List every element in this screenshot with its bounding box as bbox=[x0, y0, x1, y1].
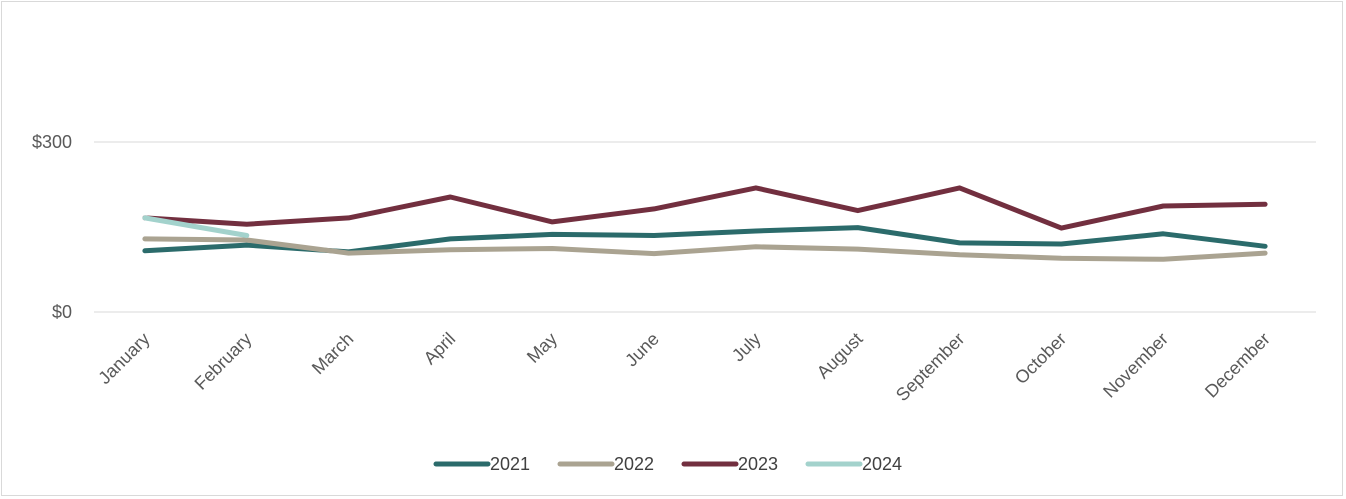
series-lines bbox=[142, 185, 1268, 262]
legend-item-2023: 2023 bbox=[681, 454, 778, 474]
x-tick-label: July bbox=[728, 329, 765, 366]
y-tick-label: $300 bbox=[32, 132, 72, 152]
x-tick-label: May bbox=[523, 329, 561, 367]
legend-label: 2024 bbox=[862, 454, 902, 474]
legend: 2021 2022 2023 2024 bbox=[433, 454, 902, 474]
y-axis-ticks: $0 $300 bbox=[32, 132, 72, 322]
x-axis-ticks: January February March April May June July Augu… bbox=[94, 329, 1274, 405]
legend-label: 2021 bbox=[490, 454, 530, 474]
grid-lines bbox=[94, 141, 1316, 313]
y-tick-label: $0 bbox=[52, 302, 72, 322]
x-tick-label: August bbox=[813, 329, 867, 383]
series-line-2024 bbox=[142, 215, 250, 238]
x-tick-label: October bbox=[1011, 329, 1070, 388]
x-tick-label: September bbox=[892, 329, 968, 405]
x-tick-label: June bbox=[621, 329, 663, 371]
series-line-2022 bbox=[142, 236, 1268, 262]
x-tick-label: April bbox=[420, 329, 460, 369]
x-tick-label: January bbox=[94, 329, 153, 388]
x-tick-label: February bbox=[191, 329, 256, 394]
legend-label: 2022 bbox=[614, 454, 654, 474]
x-tick-label: November bbox=[1099, 329, 1172, 402]
legend-item-2021: 2021 bbox=[433, 454, 530, 474]
legend-item-2022: 2022 bbox=[557, 454, 654, 474]
legend-item-2024: 2024 bbox=[805, 454, 902, 474]
x-tick-label: March bbox=[308, 329, 358, 379]
x-tick-label: December bbox=[1201, 329, 1274, 402]
series-line-2023 bbox=[142, 185, 1268, 231]
legend-label: 2023 bbox=[738, 454, 778, 474]
